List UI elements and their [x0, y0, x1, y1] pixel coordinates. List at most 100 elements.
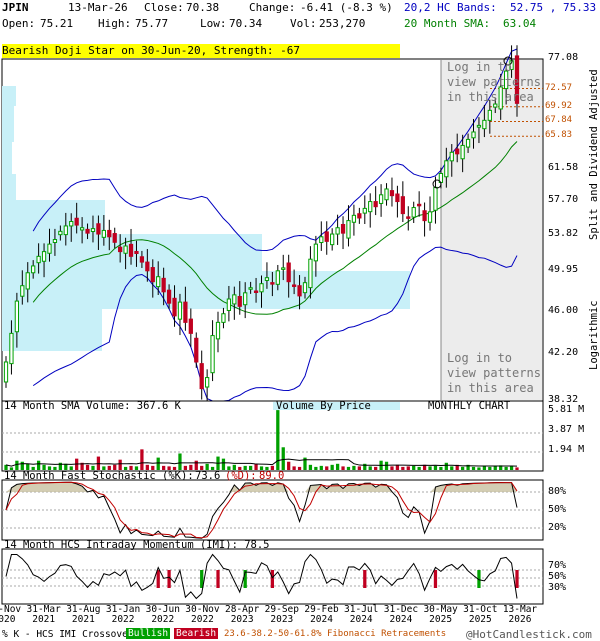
candle-body	[389, 190, 395, 197]
candle-body	[69, 221, 74, 227]
candle-body	[205, 377, 210, 388]
candle-body	[482, 119, 487, 130]
candle-body	[514, 55, 520, 104]
volume-bar	[439, 466, 443, 470]
imi-tick-label: 30%	[548, 581, 567, 593]
price-tick-label: 53.82	[548, 227, 579, 239]
x-tick-label: 31-Aug 2021	[66, 604, 101, 625]
x-tick-label: 28-Apr 2023	[224, 604, 260, 625]
vbp-bar	[2, 174, 16, 200]
close-value: 70.38	[186, 1, 220, 14]
price-tick-label: 57.70	[548, 193, 579, 205]
candle-body	[373, 201, 378, 208]
volume-bar	[36, 460, 41, 470]
imi-crossover-bar	[477, 570, 481, 588]
candle-body	[123, 245, 128, 254]
volume-bar	[227, 466, 231, 470]
fib-legend: 23.6-38.2-50-61.8% Fibonacci Retracement…	[224, 629, 447, 639]
volume-bar	[412, 465, 416, 470]
candles	[3, 45, 520, 403]
lower-band	[32, 246, 518, 402]
volume-bar	[47, 466, 52, 470]
x-tick-label: 31-Jan 2022	[105, 604, 141, 625]
candle-body	[422, 210, 427, 222]
volume-bar	[80, 462, 84, 470]
stoch-d-label: (%D):	[225, 470, 257, 482]
close-label: Close:	[144, 1, 184, 14]
volume-panel	[1, 400, 544, 472]
volume-bar	[4, 464, 8, 470]
low-label: Low:	[200, 17, 227, 30]
candle-body	[194, 337, 199, 363]
candle-body	[275, 270, 280, 285]
volume-bar	[390, 466, 394, 470]
candle-body	[96, 223, 101, 235]
candle-body	[313, 243, 318, 262]
volume-bar	[58, 462, 62, 470]
volume-bars	[4, 410, 519, 470]
candle-body	[14, 300, 20, 333]
low-value: 70.34	[229, 17, 263, 30]
volume-bar	[401, 466, 405, 470]
imi-crossover-bar	[515, 570, 519, 588]
x-tick-label: 30-Nov 2020	[0, 604, 22, 625]
candle-body	[58, 230, 63, 236]
fib-tick-label: 69.92	[545, 100, 573, 111]
volume-bar	[210, 466, 215, 470]
candle-body	[433, 186, 438, 211]
candle-body	[237, 296, 242, 307]
imi-crossover-bar	[243, 570, 247, 588]
candle-body	[63, 225, 68, 236]
candle-body	[101, 229, 106, 238]
candle-body	[25, 272, 30, 290]
volume-bar	[20, 461, 24, 470]
imi-crossover-bar	[216, 570, 220, 588]
vbp-bar	[2, 271, 410, 309]
candle-body	[150, 267, 155, 283]
volume-bar	[200, 465, 204, 470]
volume-bar	[259, 466, 264, 470]
candle-body	[221, 313, 226, 323]
candle-body	[368, 201, 373, 213]
site-credit[interactable]: @HotCandlestick.com	[466, 628, 592, 641]
candle-body	[427, 211, 433, 223]
volume-bar	[341, 466, 345, 470]
candle-body	[476, 124, 482, 128]
candle-body	[378, 194, 384, 204]
stoch-tick-label: 80%	[548, 486, 567, 497]
candle-body	[395, 193, 400, 203]
candle-body	[270, 282, 275, 285]
volume-bar	[15, 460, 19, 470]
volume-bar	[162, 465, 166, 470]
candle-body	[346, 220, 351, 239]
volume-bar	[335, 463, 340, 470]
volume-bar	[509, 466, 514, 470]
candle-body	[41, 251, 47, 262]
candle-body	[85, 228, 90, 234]
vbp-bar	[2, 106, 14, 142]
candle-body	[210, 335, 215, 374]
candle-body	[52, 239, 58, 244]
volume-bar	[477, 467, 481, 470]
price-tick-label: 42.20	[548, 346, 579, 358]
volume-tick-label: 5.81 M	[548, 404, 585, 415]
login-prompt-top[interactable]: Log in to view patterns in this area	[447, 60, 541, 104]
vol-label: Vol:	[290, 17, 317, 30]
candle-body	[253, 290, 259, 294]
high-value: 75.77	[135, 17, 169, 30]
candle-body	[134, 250, 139, 254]
volume-sma-line	[5, 458, 518, 467]
candle-body	[232, 294, 237, 305]
candle-body	[417, 203, 422, 207]
pattern-banner[interactable]: Bearish Doji Star on 30-Jun-20, Strength…	[2, 44, 400, 58]
imi-crossover-bar	[433, 570, 438, 588]
candle-body	[20, 285, 25, 297]
login-prompt-bottom[interactable]: Log in to view patterns in this area	[447, 351, 541, 395]
volume-bar	[433, 465, 438, 470]
volume-sma-label: 14 Month SMA Volume: 367.6 K	[4, 400, 182, 412]
candle-body	[188, 318, 193, 334]
vbp-bar	[2, 86, 16, 106]
volume-bar	[167, 466, 171, 470]
volume-bar	[287, 461, 291, 470]
volume-bar	[31, 466, 35, 470]
